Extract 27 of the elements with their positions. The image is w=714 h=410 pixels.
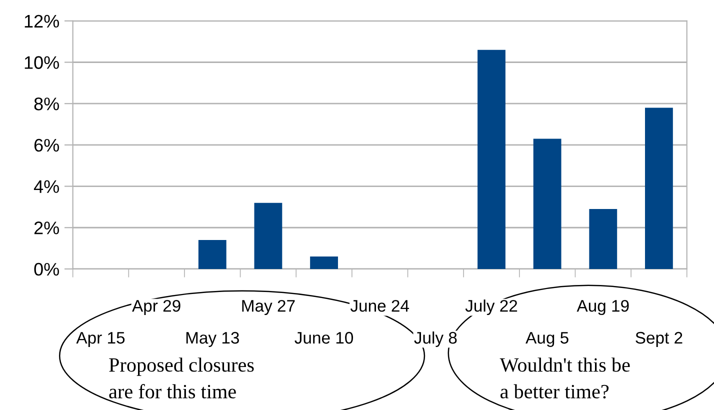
bar xyxy=(589,209,618,269)
y-tick-label: 6% xyxy=(34,138,59,152)
x-tick-label: Apr 15 xyxy=(76,332,125,347)
text: Proposed closures are for this time xyxy=(109,358,254,398)
x-tick-label: July 8 xyxy=(414,331,457,347)
x-tick-label: Aug 5 xyxy=(526,332,568,347)
bar xyxy=(254,202,282,269)
y-tick-label: 12% xyxy=(24,14,59,28)
y-tick-label: 4% xyxy=(34,180,59,193)
x-tick-label: May 27 xyxy=(242,300,295,316)
x-tick-label: Sept 2 xyxy=(636,332,682,347)
bar xyxy=(310,256,338,269)
bar xyxy=(533,138,562,269)
bar xyxy=(478,50,506,269)
bar xyxy=(645,108,673,269)
y-tick-label: 8% xyxy=(34,98,59,110)
y-tick-label: 2% xyxy=(34,222,59,234)
y-tick-label: 10% xyxy=(24,56,59,69)
x-tick-label: May 13 xyxy=(186,332,239,347)
text: Wouldn't this be a better time? xyxy=(500,358,630,399)
x-tick-label: June 24 xyxy=(350,300,410,312)
x-tick-label: Aug 19 xyxy=(576,300,629,316)
x-tick-label: Apr 29 xyxy=(132,300,180,316)
bar xyxy=(198,240,226,269)
y-tick-label: 0% xyxy=(34,262,59,276)
x-tick-label: July 22 xyxy=(465,300,518,316)
x-tick-label: June 10 xyxy=(294,332,354,344)
